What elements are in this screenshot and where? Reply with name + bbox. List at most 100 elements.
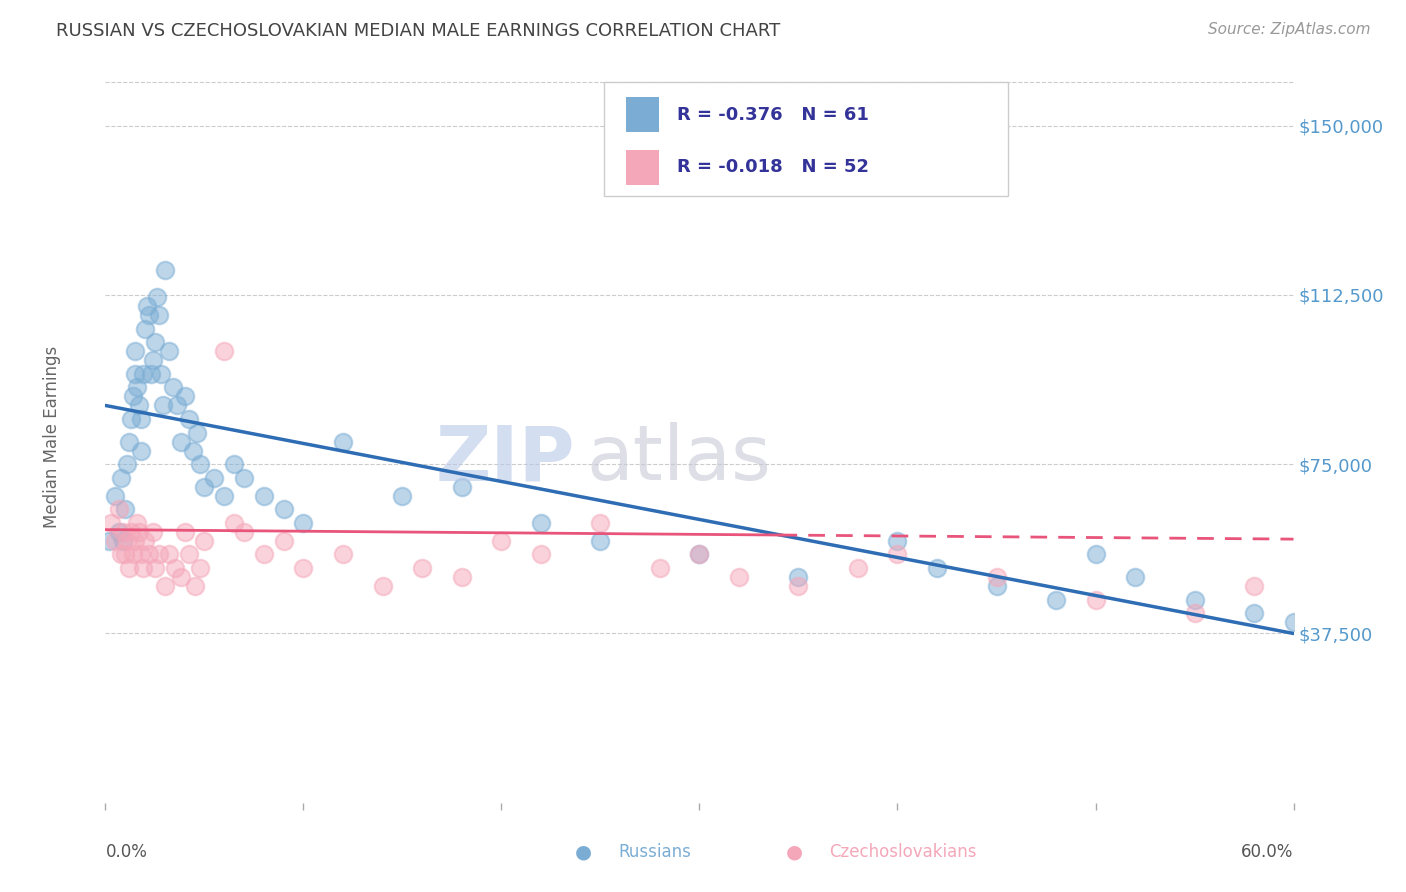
Point	[530, 548, 553, 562]
Point	[728, 570, 751, 584]
Point	[233, 471, 256, 485]
Point	[689, 548, 711, 562]
Point	[127, 380, 149, 394]
Point	[136, 299, 159, 313]
Point	[1045, 592, 1067, 607]
Point	[491, 533, 513, 548]
Point	[152, 399, 174, 413]
Point	[129, 412, 152, 426]
Point	[886, 548, 908, 562]
Point	[186, 425, 208, 440]
Point	[787, 570, 810, 584]
Point	[142, 524, 165, 539]
Point	[138, 548, 160, 562]
Point	[120, 412, 142, 426]
Point	[589, 516, 612, 530]
Point	[153, 263, 176, 277]
Point	[183, 579, 205, 593]
Point	[118, 434, 141, 449]
Point	[589, 533, 612, 548]
Text: Median Male Earnings: Median Male Earnings	[44, 346, 60, 528]
Point	[925, 561, 948, 575]
Point	[202, 471, 225, 485]
Point	[273, 533, 295, 548]
Point	[190, 561, 212, 575]
Point	[110, 471, 132, 485]
Point	[122, 548, 145, 562]
Point	[108, 502, 131, 516]
Point	[138, 308, 160, 322]
Point	[177, 412, 200, 426]
Point	[148, 548, 170, 562]
Text: RUSSIAN VS CZECHOSLOVAKIAN MEDIAN MALE EARNINGS CORRELATION CHART: RUSSIAN VS CZECHOSLOVAKIAN MEDIAN MALE E…	[56, 22, 780, 40]
Point	[689, 548, 711, 562]
Point	[122, 389, 145, 403]
Point	[143, 561, 166, 575]
Text: ●: ●	[575, 842, 592, 862]
Point	[253, 548, 276, 562]
Point	[190, 457, 212, 471]
Point	[112, 524, 135, 539]
Point	[846, 561, 869, 575]
Point	[124, 533, 146, 548]
Point	[153, 579, 176, 593]
Point	[127, 516, 149, 530]
Text: Russians: Russians	[619, 843, 692, 861]
Point	[166, 399, 188, 413]
Text: 0.0%: 0.0%	[105, 843, 148, 861]
Point	[1084, 548, 1107, 562]
Text: R = -0.018   N = 52: R = -0.018 N = 52	[676, 158, 869, 177]
Point	[177, 548, 200, 562]
Bar	[626, 150, 659, 185]
Point	[120, 524, 142, 539]
Point	[193, 480, 215, 494]
Point	[98, 533, 121, 548]
Point	[162, 380, 184, 394]
Point	[115, 457, 138, 471]
Point	[214, 489, 236, 503]
Point	[148, 308, 170, 322]
Point	[104, 533, 127, 548]
Point	[1282, 615, 1305, 630]
Point	[132, 367, 155, 381]
Point	[110, 548, 132, 562]
Point	[132, 561, 155, 575]
Point	[173, 389, 195, 403]
Point	[173, 524, 195, 539]
Point	[450, 570, 472, 584]
Point	[170, 434, 193, 449]
Point	[986, 570, 1008, 584]
FancyBboxPatch shape	[605, 82, 1008, 195]
Point	[163, 561, 186, 575]
Text: ●: ●	[786, 842, 803, 862]
Point	[143, 335, 166, 350]
Point	[1184, 592, 1206, 607]
Point	[129, 548, 152, 562]
Point	[1184, 606, 1206, 620]
Point	[411, 561, 433, 575]
Point	[530, 516, 553, 530]
Point	[224, 516, 246, 530]
Point	[124, 344, 146, 359]
Point	[214, 344, 236, 359]
Text: atlas: atlas	[586, 422, 772, 496]
Text: Czechoslovakians: Czechoslovakians	[830, 843, 977, 861]
Text: R = -0.376   N = 61: R = -0.376 N = 61	[676, 105, 869, 123]
Point	[450, 480, 472, 494]
Point	[115, 533, 138, 548]
Point	[108, 524, 131, 539]
Point	[118, 561, 141, 575]
Point	[886, 533, 908, 548]
Bar	[626, 97, 659, 132]
Point	[104, 489, 127, 503]
Point	[1084, 592, 1107, 607]
Text: Source: ZipAtlas.com: Source: ZipAtlas.com	[1208, 22, 1371, 37]
Point	[391, 489, 413, 503]
Text: 60.0%: 60.0%	[1241, 843, 1294, 861]
Point	[149, 367, 172, 381]
Point	[224, 457, 246, 471]
Point	[1243, 606, 1265, 620]
Point	[128, 399, 150, 413]
Point	[1123, 570, 1146, 584]
Point	[1243, 579, 1265, 593]
